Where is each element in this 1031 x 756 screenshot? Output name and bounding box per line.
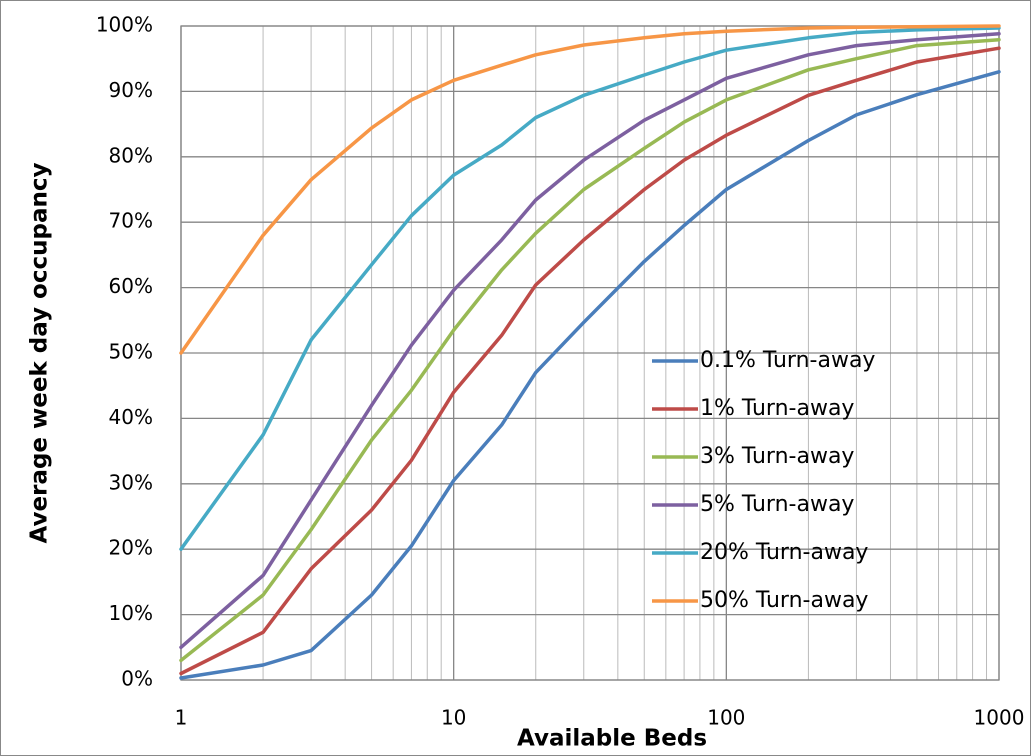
legend-label: 50% Turn-away	[700, 588, 868, 613]
x-tick-label: 1	[175, 706, 188, 730]
y-tick-label: 40%	[109, 405, 153, 429]
legend-label: 20% Turn-away	[700, 540, 868, 565]
x-tick-label: 100	[707, 706, 745, 730]
y-tick-label: 20%	[109, 536, 153, 560]
y-tick-label: 30%	[109, 470, 153, 494]
legend-label: 3% Turn-away	[700, 444, 854, 469]
series-line	[179, 32, 1001, 650]
y-tick-label: 10%	[109, 601, 153, 625]
y-tick-label: 60%	[109, 274, 153, 298]
legend-label: 1% Turn-away	[700, 396, 854, 421]
y-tick-label: 70%	[109, 209, 153, 233]
x-tick-label: 10	[441, 706, 466, 730]
y-tick-label: 90%	[109, 78, 153, 102]
series-line	[179, 26, 1001, 551]
legend-label: 0.1% Turn-away	[700, 348, 875, 373]
y-tick-label: 80%	[109, 143, 153, 167]
series-line	[179, 70, 1001, 680]
x-axis-title: Available Beds	[517, 726, 707, 752]
y-tick-label: 0%	[121, 667, 153, 691]
series-line	[179, 37, 1001, 663]
y-tick-label: 50%	[109, 340, 153, 364]
legend-label: 5% Turn-away	[700, 492, 854, 517]
y-tick-label: 100%	[96, 13, 153, 37]
series-line	[179, 46, 1001, 676]
x-tick-label: 1000	[974, 706, 1025, 730]
y-axis-title: Average week day occupancy	[27, 163, 53, 544]
series-line	[179, 24, 1001, 355]
